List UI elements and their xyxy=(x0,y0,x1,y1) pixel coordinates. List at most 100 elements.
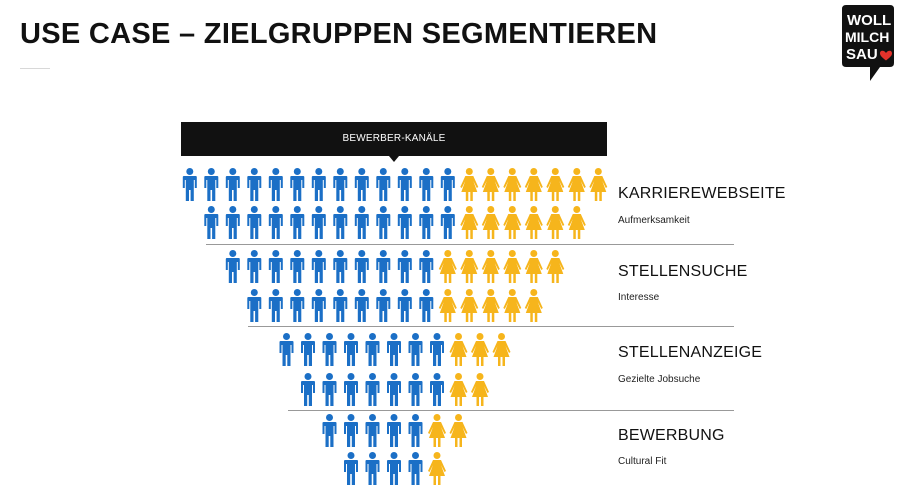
person-icon-blue xyxy=(365,373,380,406)
stage-subtitle-aufmerksamkeit: Aufmerksamkeit xyxy=(618,215,690,226)
person-icon-yellow xyxy=(428,414,446,447)
logo-line-1: WOLL xyxy=(847,12,891,29)
person-icon-blue xyxy=(290,168,305,201)
person-icon-blue xyxy=(333,250,348,283)
person-icon-blue xyxy=(311,289,326,322)
person-icon-blue xyxy=(333,168,348,201)
person-icon-blue xyxy=(344,452,358,485)
person-icon-yellow xyxy=(546,250,565,283)
person-icon-yellow xyxy=(524,168,543,201)
person-icon-yellow xyxy=(449,373,468,406)
person-icon-blue xyxy=(247,289,262,322)
funnel-banner-label: BEWERBER-KANÄLE xyxy=(342,133,446,144)
person-icon-yellow xyxy=(503,250,522,283)
person-icon-yellow xyxy=(481,168,500,201)
person-icon-blue xyxy=(204,168,219,201)
person-icon-yellow xyxy=(460,206,479,239)
person-icon-blue xyxy=(354,206,369,239)
person-icon-blue xyxy=(344,373,358,406)
person-icon-blue xyxy=(290,289,305,322)
person-icon-blue xyxy=(311,206,326,239)
person-icon-blue xyxy=(354,168,369,201)
person-icon-blue xyxy=(397,168,412,201)
person-icon-blue xyxy=(268,206,283,239)
person-icon-yellow xyxy=(503,168,522,201)
title-underline xyxy=(20,68,50,69)
person-icon-blue xyxy=(387,373,401,406)
person-icon-blue xyxy=(322,414,337,447)
person-icon-blue xyxy=(182,168,197,201)
person-icon-yellow xyxy=(524,250,543,283)
person-icon-yellow xyxy=(546,206,565,239)
stage-subtitle-cultural-fit: Cultural Fit xyxy=(618,456,667,467)
person-icon-yellow xyxy=(460,250,479,283)
person-icon-blue xyxy=(408,414,423,447)
person-icon-blue xyxy=(204,206,219,239)
person-icon-blue xyxy=(408,452,423,485)
person-icon-blue xyxy=(354,289,369,322)
person-icon-yellow xyxy=(524,289,543,322)
person-icon-blue xyxy=(397,289,412,322)
stage-divider-1 xyxy=(206,244,734,245)
person-icon-blue xyxy=(333,206,348,239)
person-icon-blue xyxy=(376,289,391,322)
person-icon-blue xyxy=(268,250,283,283)
person-icon-blue xyxy=(311,250,326,283)
stage-title-bewerbung: BEWERBUNG xyxy=(618,427,725,444)
page-title: USE CASE – ZIELGRUPPEN SEGMENTIEREN xyxy=(20,18,658,50)
person-icon-blue xyxy=(322,333,337,366)
person-icon-blue xyxy=(344,333,358,366)
person-icon-blue xyxy=(279,333,294,366)
stage-divider-3 xyxy=(288,410,734,411)
person-icon-blue xyxy=(376,168,391,201)
logo-line-3: SAU xyxy=(846,46,878,63)
person-icon-blue xyxy=(387,414,401,447)
stage-title-stellenanzeige: STELLENANZEIGE xyxy=(618,344,763,361)
person-icon-blue xyxy=(430,333,444,366)
person-icon-blue xyxy=(365,333,380,366)
person-icon-yellow xyxy=(438,289,457,322)
person-icon-yellow xyxy=(524,206,543,239)
person-icon-blue xyxy=(344,414,358,447)
person-icon-blue xyxy=(440,206,455,239)
person-icon-yellow xyxy=(460,168,479,201)
person-icon-blue xyxy=(333,289,348,322)
person-icon-blue xyxy=(268,289,283,322)
stage-subtitle-gezielte-jobsuche: Gezielte Jobsuche xyxy=(618,374,701,385)
person-icon-yellow xyxy=(428,452,446,485)
heart-icon xyxy=(880,50,892,61)
person-icon-blue xyxy=(290,250,305,283)
person-icon-blue xyxy=(419,289,434,322)
person-icon-blue xyxy=(268,168,283,201)
person-icon-blue xyxy=(419,206,434,239)
person-icon-blue xyxy=(387,333,401,366)
person-icon-blue xyxy=(376,250,391,283)
person-icon-yellow xyxy=(567,206,586,239)
person-icon-yellow xyxy=(460,289,479,322)
person-icon-blue xyxy=(225,206,240,239)
person-icon-yellow xyxy=(471,373,489,406)
person-icon-blue xyxy=(397,250,412,283)
person-icon-blue xyxy=(440,168,455,201)
person-icon-yellow xyxy=(492,333,511,366)
person-icon-blue xyxy=(290,206,305,239)
person-icon-blue xyxy=(376,206,391,239)
person-icon-blue xyxy=(225,168,240,201)
person-icon-blue xyxy=(311,168,326,201)
person-icon-yellow xyxy=(589,168,608,201)
person-icon-blue xyxy=(419,250,434,283)
person-icon-blue xyxy=(408,333,423,366)
person-icon-blue xyxy=(365,414,380,447)
person-icon-blue xyxy=(225,250,240,283)
person-icon-yellow xyxy=(471,333,489,366)
person-icon-yellow xyxy=(503,206,522,239)
person-icon-blue xyxy=(430,373,444,406)
logo-line-2: MILCH xyxy=(845,29,889,45)
person-icon-yellow xyxy=(438,250,457,283)
person-icon-blue xyxy=(419,168,434,201)
person-icon-yellow xyxy=(567,168,586,201)
stage-subtitle-interesse: Interesse xyxy=(618,292,660,303)
person-icon-yellow xyxy=(449,414,468,447)
person-icon-blue xyxy=(247,206,262,239)
